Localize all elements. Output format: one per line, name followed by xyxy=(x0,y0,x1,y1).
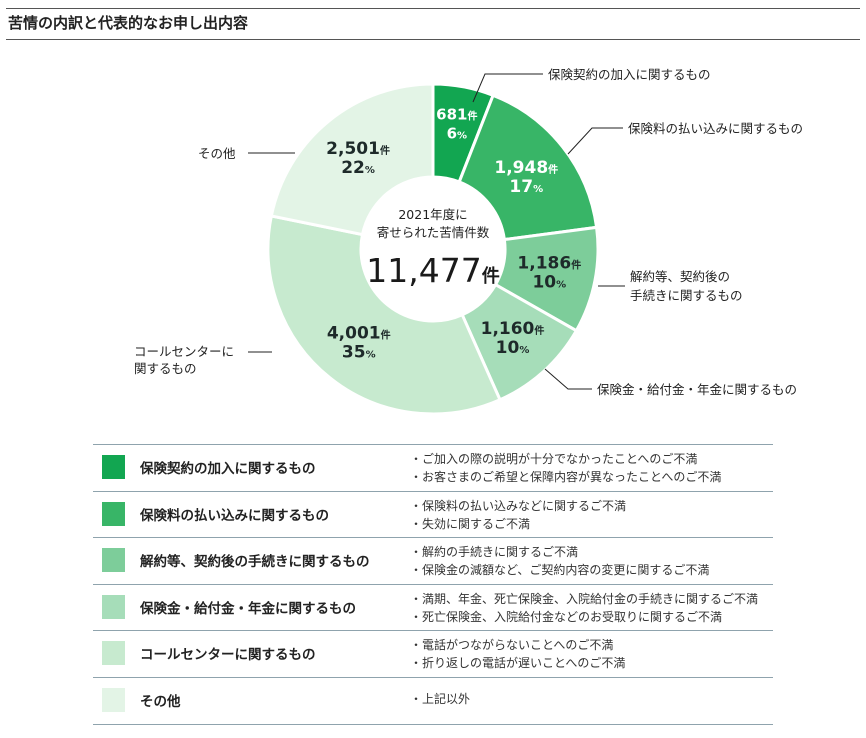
slice-percent-label: 22% xyxy=(341,158,375,178)
slice-category-label: 関するもの xyxy=(134,361,197,376)
example-complaint: ・ご加入の際の説明が十分でなかったことへのご不満 xyxy=(410,452,698,466)
slice-count-label: 1,160件 xyxy=(481,319,545,339)
table-row: 保険契約の加入に関するもの ・ご加入の際の説明が十分でなかったことへのご不満・お客… xyxy=(93,444,773,490)
slice-percent-label: 17% xyxy=(509,177,543,197)
slice-count-label: 681件 xyxy=(436,106,477,124)
table-row-rule xyxy=(93,723,773,725)
slice-percent-label: 10% xyxy=(496,338,530,358)
table-row-rule xyxy=(93,490,773,492)
category-label: 解約等、契約後の手続きに関するもの xyxy=(140,554,370,571)
category-color-swatch xyxy=(102,688,125,712)
example-complaint: ・失効に関するご不満 xyxy=(410,516,531,531)
leader-line xyxy=(472,73,543,103)
title-bottom-rule xyxy=(6,39,860,40)
table-row-rule xyxy=(93,630,773,632)
table-row: 解約等、契約後の手続きに関するもの ・解約の手続きに関するご不満・保険金の減額など… xyxy=(93,537,773,583)
slice-category-label: 手続きに関するもの xyxy=(630,288,743,303)
example-complaint: ・保険金の減額など、ご契約内容の変更に関するご不満 xyxy=(410,563,710,578)
slice-category-label: その他 xyxy=(198,146,236,161)
slice-call-center xyxy=(266,214,502,416)
category-color-swatch xyxy=(102,548,125,573)
slice-percent-label: 10% xyxy=(532,273,566,293)
category-label: 保険金・給付金・年金に関するもの xyxy=(140,600,356,617)
example-complaint: ・保険料の払い込みなどに関するご不満 xyxy=(410,498,627,513)
category-color-swatch xyxy=(102,641,125,666)
table-top-rule xyxy=(93,444,773,445)
example-complaint: ・満期、年金、死亡保険金、入院給付金の手続きに関するご不満 xyxy=(410,591,759,606)
slice-category-label: コールセンターに xyxy=(134,344,234,359)
leader-line xyxy=(544,368,592,390)
category-label: その他 xyxy=(140,694,181,710)
slice-percent-label: 35% xyxy=(342,342,376,362)
category-label: 保険契約の加入に関するもの xyxy=(140,461,316,477)
slice-other xyxy=(269,82,435,237)
example-complaint: ・死亡保険金、入院給付金などのお受取りに関するご不満 xyxy=(410,609,723,624)
category-color-swatch xyxy=(102,594,125,619)
center-line1: 2021年度に xyxy=(398,207,467,222)
example-complaint: ・お客さまのご希望と保障内容が異なったことへのご不満 xyxy=(410,470,722,484)
center-total: 11,477件 xyxy=(366,251,499,290)
table-row-rule xyxy=(93,677,773,678)
category-color-swatch xyxy=(102,455,125,479)
example-complaint: ・解約の手続きに関するご不満 xyxy=(410,545,579,560)
slice-category-label: 保険料の払い込みに関するもの xyxy=(628,121,803,136)
slice-category-label: 保険金・給付金・年金に関するもの xyxy=(597,382,797,397)
center-line2: 寄せられた苦情件数 xyxy=(377,225,490,240)
example-complaint: ・折り返しの電話が遅いことへのご不満 xyxy=(410,656,626,671)
example-complaint: ・上記以外 xyxy=(410,692,471,706)
slice-category-label: 解約等、契約後の xyxy=(630,269,730,284)
table-row: コールセンターに関するもの ・電話がつながらないことへのご不満 ・折り返しの電話が遅… xyxy=(93,630,773,676)
slice-count-label: 1,186件 xyxy=(517,254,581,274)
slice-count-label: 2,501件 xyxy=(326,139,390,159)
slice-count-label: 1,948件 xyxy=(494,158,558,178)
table-row: 保険金・給付金・年金に関するもの ・満期、年金、死亡保険金、入院給付金の手続きに関… xyxy=(93,584,773,630)
slice-percent-label: 6% xyxy=(447,125,467,143)
category-label: コールセンターに関するもの xyxy=(140,647,316,664)
slice-category-label: 保険契約の加入に関するもの xyxy=(548,67,711,82)
table-row-rule xyxy=(93,583,773,585)
category-color-swatch xyxy=(102,501,125,526)
title-top-rule xyxy=(6,8,860,9)
slice-premium-payment xyxy=(457,93,599,242)
slice-count-label: 4,001件 xyxy=(327,323,391,343)
category-label: 保険料の払い込みに関するもの xyxy=(140,507,329,524)
leader-line xyxy=(567,127,623,155)
table-row: その他 ・上記以外 xyxy=(93,677,773,723)
table-row-rule xyxy=(93,537,773,539)
page-title: 苦情の内訳と代表的なお申し出内容 xyxy=(8,14,249,32)
example-complaint: ・電話がつながらないことへのご不満 xyxy=(410,638,614,653)
table-row: 保険料の払い込みに関するもの ・保険料の払い込みなどに関するご不満 ・失効に関するご… xyxy=(93,491,773,537)
